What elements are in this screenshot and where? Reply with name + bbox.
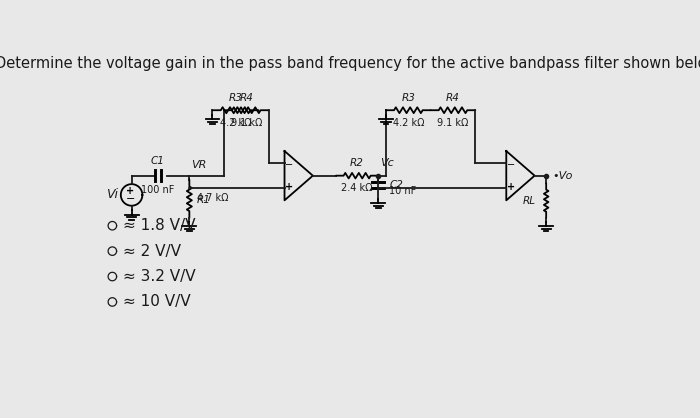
Text: 10 nF: 10 nF xyxy=(389,186,416,196)
Text: 2.4 kΩ: 2.4 kΩ xyxy=(342,184,373,194)
Text: Determine the voltage gain in the pass band frequency for the active bandpass fi: Determine the voltage gain in the pass b… xyxy=(0,56,700,71)
Text: C1: C1 xyxy=(150,156,164,166)
Text: 9.1 kΩ: 9.1 kΩ xyxy=(230,118,262,128)
Text: ≈ 2 V/V: ≈ 2 V/V xyxy=(123,244,181,259)
Text: ≈ 10 V/V: ≈ 10 V/V xyxy=(123,294,191,309)
Text: +: + xyxy=(507,182,515,192)
Text: 4.2 kΩ: 4.2 kΩ xyxy=(393,118,424,128)
Text: Vc: Vc xyxy=(380,158,393,168)
Text: •Vo: •Vo xyxy=(552,171,573,181)
Text: Vi: Vi xyxy=(106,189,118,201)
Text: ≈ 1.8 V/V: ≈ 1.8 V/V xyxy=(123,218,195,233)
Text: +: + xyxy=(126,186,134,196)
Text: R3: R3 xyxy=(229,92,242,102)
Text: C2: C2 xyxy=(389,180,403,190)
Text: R4: R4 xyxy=(239,92,253,102)
Text: −: − xyxy=(285,160,293,170)
Text: VR: VR xyxy=(191,160,206,170)
Text: 4.7 kΩ: 4.7 kΩ xyxy=(197,193,228,203)
Text: R1: R1 xyxy=(197,195,211,205)
Text: 9.1 kΩ: 9.1 kΩ xyxy=(438,118,469,128)
Text: −: − xyxy=(125,194,134,204)
Text: R3: R3 xyxy=(401,92,415,102)
Text: 100 nF: 100 nF xyxy=(141,185,174,195)
Text: R4: R4 xyxy=(446,92,460,102)
Text: +: + xyxy=(285,182,293,192)
Text: RL: RL xyxy=(522,196,536,206)
Text: R2: R2 xyxy=(350,158,364,168)
Text: 4.2 kΩ: 4.2 kΩ xyxy=(220,118,251,128)
Text: −: − xyxy=(507,160,515,170)
Text: ≈ 3.2 V/V: ≈ 3.2 V/V xyxy=(123,269,196,284)
